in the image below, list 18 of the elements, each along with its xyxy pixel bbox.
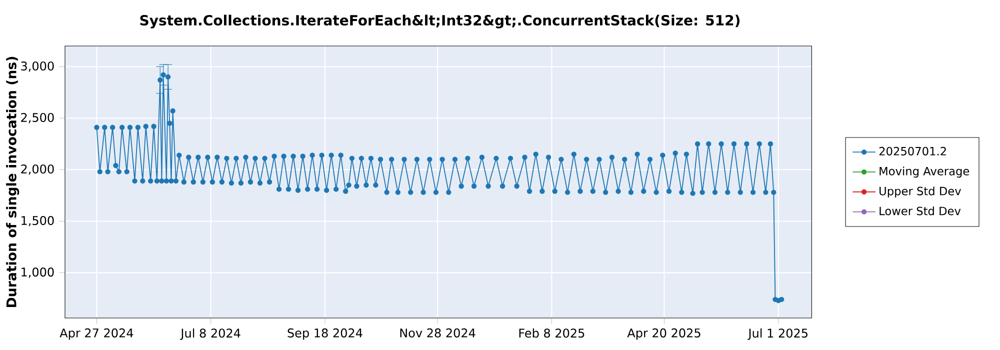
y-tick-label: 1,500 (22, 216, 54, 226)
y-tick-label: 3,000 (21, 61, 54, 72)
legend-label: Upper Std Dev (880, 186, 961, 198)
x-tick-label: Feb 8 2025 (519, 328, 584, 338)
x-tick-label: Nov 28 2024 (400, 328, 476, 338)
y-axis-title: Duration of single invocation (ns) (6, 56, 20, 307)
legend-label: Moving Average (880, 166, 970, 178)
legend-label: Lower Std Dev (880, 206, 961, 216)
y-tick-label: 2,500 (21, 112, 54, 124)
legend-label: 20250701.2 (879, 146, 946, 156)
chart-title: System.Collections.IterateForEach&lt;Int32&gt;.ConcurrentStack(Size: 512) (140, 14, 740, 28)
x-tick-label: Apr 20 2025 (627, 328, 700, 340)
x-tick-label: Jul 1 2025 (748, 328, 808, 340)
y-tick-label: 1,000 (22, 268, 54, 278)
x-tick-label: Apr 27 2024 (60, 328, 134, 340)
y-tick-label: 2,000 (21, 164, 54, 175)
x-tick-label: Sep 18 2024 (288, 328, 362, 340)
x-tick-label: Jul 8 2024 (180, 328, 240, 340)
